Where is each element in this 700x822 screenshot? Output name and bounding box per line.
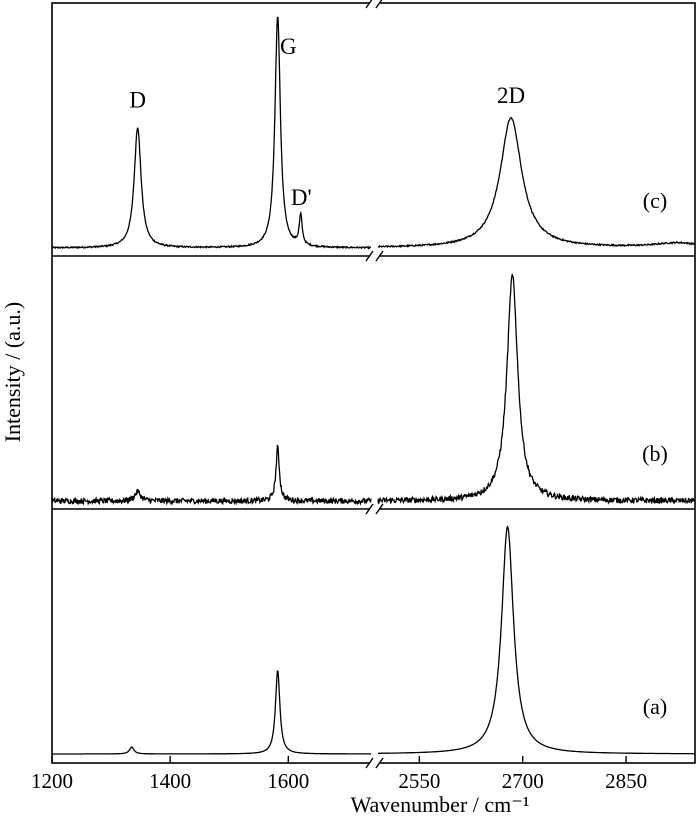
peak-label-2D: 2D (497, 83, 525, 108)
spectrum-b-segment-1 (51, 444, 372, 506)
break-mark-left-3 (365, 757, 374, 769)
spectrum-c-segment-1 (51, 16, 372, 250)
plot-border (51, 2, 696, 764)
spectrum-a-segment-1 (52, 669, 371, 755)
peak-label-Dprime: D' (291, 185, 312, 210)
panel-label-a: (a) (643, 694, 667, 719)
spectrum-c-segment-2 (377, 116, 696, 249)
y-axis-label: Intensity / (a.u.) (0, 302, 25, 443)
panel-label-b: (b) (642, 441, 668, 466)
spectrum-b-segment-2 (377, 274, 696, 505)
x-tick-label-2550: 2550 (398, 769, 440, 793)
x-tick-label-1600: 1600 (267, 769, 309, 793)
break-mark-left-2 (365, 503, 374, 515)
panel-label-c: (c) (643, 188, 667, 213)
x-tick-label-1200: 1200 (31, 769, 73, 793)
break-mark-right-1 (375, 250, 384, 262)
peak-label-G: G (280, 34, 297, 59)
spectrum-a-segment-2 (378, 525, 695, 755)
annotations: (c) D G D' 2D (b) (a) (129, 34, 667, 719)
x-tick-label-1400: 1400 (149, 769, 191, 793)
break-gap-1 (370, 252, 379, 260)
break-mark-right-2 (375, 503, 384, 515)
break-mark-right-0 (375, 0, 383, 9)
break-gap-3 (370, 759, 379, 767)
spectra-curves (51, 16, 696, 755)
break-mark-left-1 (365, 250, 374, 262)
peak-label-D: D (129, 88, 146, 113)
plot-frame (51, 0, 696, 769)
break-mark-left-0 (365, 0, 373, 9)
break-gap-0 (370, 0, 379, 7)
x-tick-label-2850: 2850 (605, 769, 647, 793)
break-gap-2 (370, 505, 379, 513)
x-tick-label-2700: 2700 (502, 769, 544, 793)
break-mark-right-3 (375, 757, 384, 769)
axis-ticks: 1200 1400 1600 2550 2700 2850 (31, 756, 647, 793)
x-axis-label: Wavenumber / cm⁻¹ (351, 792, 530, 817)
